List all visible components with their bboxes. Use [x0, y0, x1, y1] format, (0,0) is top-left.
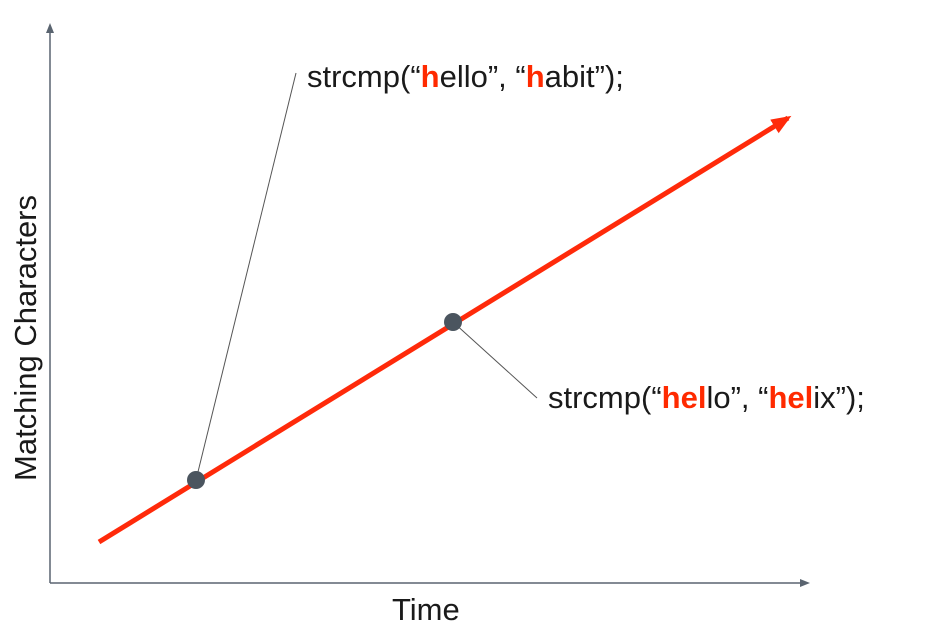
annotation-prefix: strcmp(“: [307, 59, 421, 94]
annotation-s1-match: h: [420, 59, 440, 94]
annotation-habit: strcmp(“hello”, “habit”);: [307, 59, 624, 95]
annotation-s2-rest: ix: [813, 380, 836, 415]
y-axis-label: Matching Characters: [8, 194, 43, 481]
annotation-prefix: strcmp(“: [548, 380, 662, 415]
leader-line-habit: [195, 72, 297, 481]
point-habit: [187, 471, 205, 489]
annotation-s2-rest: abit: [544, 59, 595, 94]
annotation-helix: strcmp(“hello”, “helix”);: [548, 380, 865, 416]
x-axis-label: Time: [392, 592, 460, 627]
annotation-s1-rest: ello: [439, 59, 488, 94]
annotation-s2-match: hel: [768, 380, 814, 415]
annotation-s2-match: h: [525, 59, 545, 94]
annotation-suffix: ”);: [594, 59, 624, 94]
leader-line-helix: [452, 321, 538, 399]
annotation-middle: ”, “: [487, 59, 526, 94]
annotation-suffix: ”);: [835, 380, 865, 415]
annotation-s1-rest: lo: [706, 380, 731, 415]
trend-line: [97, 115, 792, 545]
annotation-s1-match: hel: [661, 380, 707, 415]
point-helix: [444, 313, 462, 331]
annotation-middle: ”, “: [730, 380, 769, 415]
